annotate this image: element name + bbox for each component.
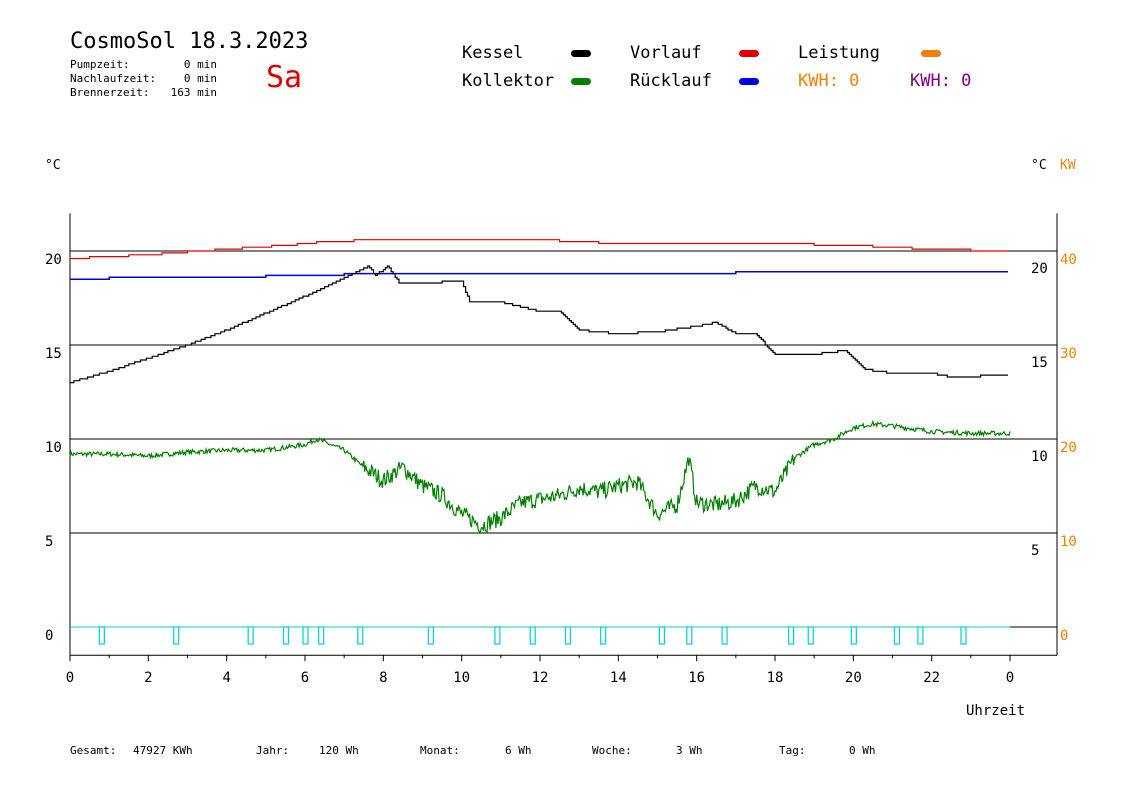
series-line-kessel: [70, 265, 1008, 384]
pump-pulse-11: [600, 626, 607, 645]
pump-pulse-2: [247, 626, 254, 645]
nachlaufzeit-label: Nachlaufzeit:: [70, 72, 157, 85]
brennerzeit-value: 163 min: [170, 86, 217, 99]
legend-vorlauf: Vorlauf: [630, 43, 702, 63]
y-tick-label-right-10: 10: [1031, 449, 1048, 465]
x-tick-label-2: 4: [222, 670, 230, 686]
x-tick-label-12: 0: [1006, 670, 1014, 686]
x-axis-label: Uhrzeit: [966, 703, 1025, 719]
x-tick-label-5: 10: [453, 670, 470, 686]
y-tick-label-kw-10: 10: [1060, 534, 1077, 550]
y-tick-label-kw-0: 0: [1060, 628, 1068, 644]
series-line-ruecklauf: [70, 270, 1008, 280]
legend-kessel: Kessel: [462, 43, 524, 63]
pump-pulse-17: [850, 626, 857, 645]
y-tick-label-left-10: 10: [45, 440, 62, 456]
footer-tag-label: Tag:: [779, 744, 806, 757]
footer-tag-value: 0 Wh: [849, 744, 876, 757]
pump-pulse-13: [686, 626, 693, 645]
x-tick-label-1: 2: [144, 670, 152, 686]
pump-pulse-7: [427, 626, 434, 645]
footer-woche-value: 3 Wh: [676, 744, 703, 757]
x-tick-label-3: 6: [301, 670, 309, 686]
y-tick-label-left-15: 15: [45, 346, 62, 362]
footer-jahr-label: Jahr:: [256, 744, 290, 757]
pumpzeit-value: 0 min: [183, 58, 217, 71]
legend-kollektor-swatch: [571, 78, 591, 85]
y-tick-label-kw-20: 20: [1060, 440, 1077, 456]
footer-monat-value: 6 Wh: [505, 744, 532, 757]
pump-pulse-6: [357, 626, 364, 645]
y-tick-label-kw-40: 40: [1060, 252, 1077, 268]
pump-pulse-12: [658, 626, 666, 645]
y-tick-label-right-15: 15: [1031, 355, 1048, 371]
nachlaufzeit-value: 0 min: [183, 72, 217, 85]
pump-pulse-15: [788, 626, 795, 645]
x-tick-label-7: 14: [610, 670, 627, 686]
y-axis-label-right: °C: [1031, 158, 1047, 173]
y-tick-label-right-20: 20: [1031, 261, 1048, 277]
footer-gesamt-value: 47927 KWh: [133, 744, 193, 757]
pump-pulse-0: [98, 626, 105, 645]
pump-pulse-20: [960, 626, 967, 645]
legend-vorlauf-swatch: [739, 50, 759, 57]
y-tick-label-right-5: 5: [1031, 543, 1039, 559]
y-tick-label-left-20: 20: [45, 252, 62, 268]
pump-pulse-8: [494, 626, 501, 645]
legend-kwh-purple: KWH: 0: [910, 71, 972, 91]
y-tick-label-left-0: 0: [45, 628, 53, 644]
y-axis-label-left: °C: [45, 158, 61, 173]
legend-kollektor: Kollektor: [462, 71, 555, 91]
footer-gesamt-label: Gesamt:: [70, 744, 117, 757]
footer-jahr-value: 120 Wh: [319, 744, 359, 757]
pump-pulse-5: [318, 626, 325, 645]
footer-woche-label: Woche:: [592, 744, 632, 757]
pumpzeit-label: Pumpzeit:: [70, 58, 130, 71]
y-axis-label-kw: KW: [1060, 158, 1076, 173]
y-tick-label-kw-30: 30: [1060, 346, 1077, 362]
x-tick-label-0: 0: [66, 670, 74, 686]
x-tick-label-9: 18: [767, 670, 784, 686]
legend-leistung-swatch: [921, 50, 941, 57]
x-tick-label-11: 22: [923, 670, 940, 686]
legend-ruecklauf-swatch: [739, 78, 759, 85]
pump-pulse-16: [807, 626, 814, 645]
legend-kwh-orange: KWH: 0: [798, 71, 860, 91]
pump-pulse-19: [917, 626, 924, 645]
legend-kessel-swatch: [571, 50, 591, 57]
y-tick-label-left-5: 5: [45, 534, 53, 550]
chart-title: CosmoSol 18.3.2023: [70, 29, 309, 54]
pump-pulse-18: [893, 626, 901, 645]
pump-pulse-3: [282, 626, 290, 645]
pump-pulse-4: [302, 626, 309, 645]
x-tick-label-10: 20: [845, 670, 862, 686]
x-tick-label-8: 16: [688, 670, 705, 686]
pump-pulse-9: [529, 626, 536, 645]
legend-leistung: Leistung: [798, 43, 880, 63]
pump-pulse-14: [721, 626, 728, 645]
x-tick-label-4: 8: [379, 670, 387, 686]
chart-plot-area: 0 2 4 6 8 10 12 14 16 18 20 22 0 0 5 10 15 20 5 10 15 20 0 10 20…: [45, 213, 1077, 686]
weekday-label: Sa: [266, 60, 303, 95]
series-line-vorlauf: [70, 239, 1008, 260]
legend-ruecklauf: Rücklauf: [630, 71, 712, 91]
series-line-kollektor: [69, 419, 1011, 533]
pump-pulse-10: [564, 626, 572, 645]
footer-monat-label: Monat:: [420, 744, 460, 757]
x-tick-label-6: 12: [532, 670, 549, 686]
pump-pulse-1: [173, 626, 180, 645]
brennerzeit-label: Brennerzeit:: [70, 86, 150, 99]
